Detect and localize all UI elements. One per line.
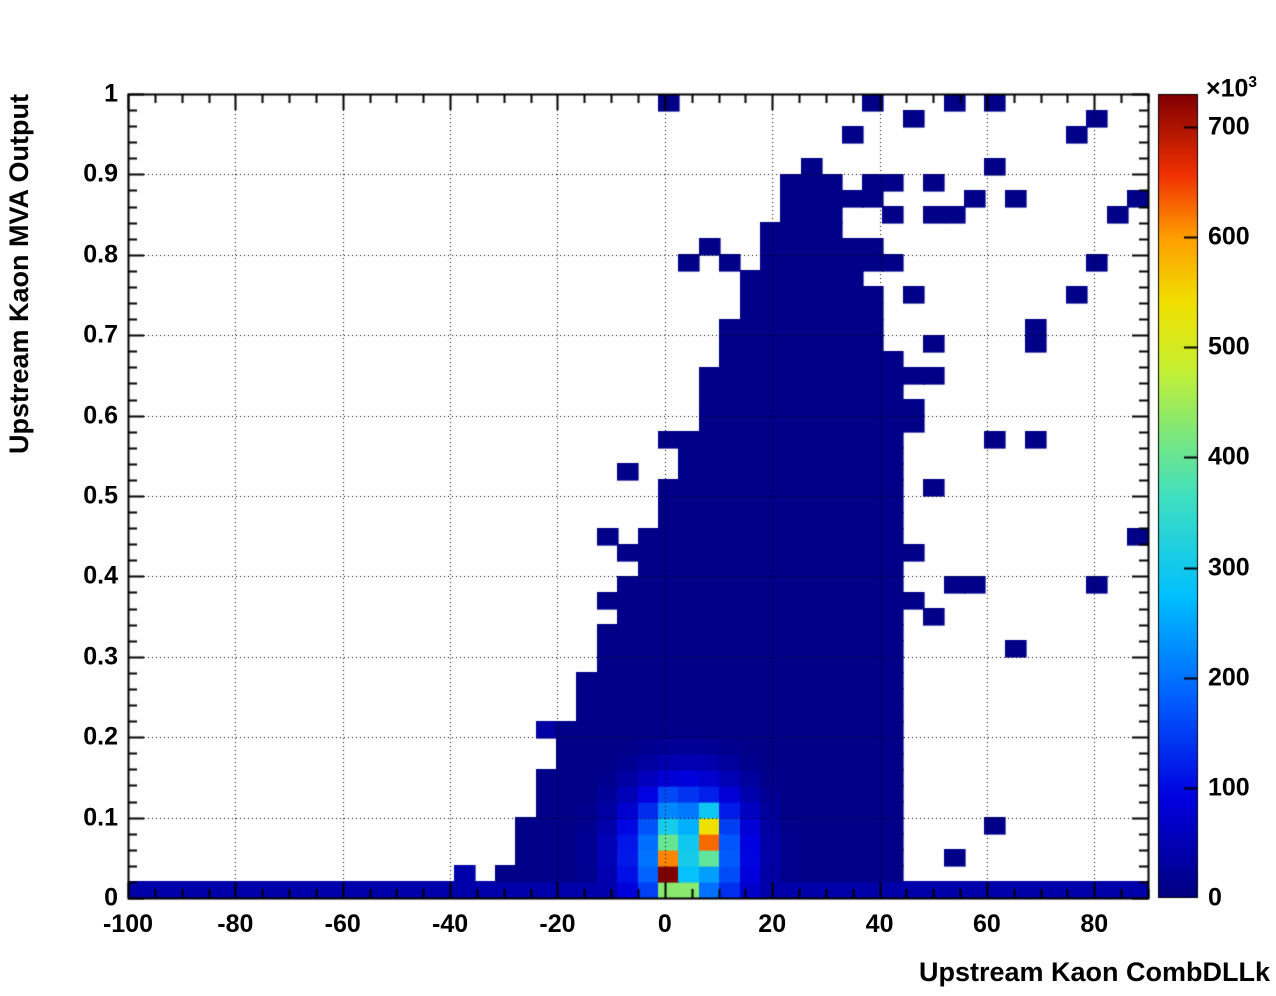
y-tick-label: 0.7 xyxy=(83,320,118,349)
x-tick-label: -100 xyxy=(102,910,154,938)
colorbar-tick-label: 300 xyxy=(1208,553,1250,582)
y-tick-label: 0 xyxy=(104,883,118,912)
y-tick-label: 0.3 xyxy=(83,642,118,671)
colorbar-tick-label: 0 xyxy=(1208,883,1222,912)
colorbar-exponent: ×103 xyxy=(1206,74,1257,103)
x-tick-label: 80 xyxy=(1080,910,1109,938)
colorbar-tick-label: 600 xyxy=(1208,222,1250,251)
x-tick-label: 40 xyxy=(865,910,894,938)
colorbar-exponent-base: ×10 xyxy=(1206,74,1249,103)
x-tick-label: 60 xyxy=(973,910,1001,938)
y-tick-label: 0.4 xyxy=(83,561,118,590)
y-tick-label: 0.1 xyxy=(83,803,118,832)
colorbar-tick-label: 200 xyxy=(1208,663,1250,692)
y-tick-label: 0.2 xyxy=(83,722,118,751)
x-tick-label: 20 xyxy=(758,910,787,938)
x-tick-label: 0 xyxy=(657,910,672,938)
y-tick-label: 0.8 xyxy=(83,240,118,269)
y-tick-label: 0.9 xyxy=(83,159,118,188)
x-axis-title: Upstream Kaon CombDLLk xyxy=(918,957,1270,987)
colorbar-exponent-power: 3 xyxy=(1248,74,1258,91)
x-tick-label: -20 xyxy=(539,910,576,938)
y-tick-label: 1 xyxy=(104,79,118,108)
colorbar-tick-label: 500 xyxy=(1208,332,1250,361)
colorbar-tick-label: 700 xyxy=(1208,112,1250,141)
colorbar-tick-label: 400 xyxy=(1208,442,1250,471)
y-axis-title: Upstream Kaon MVA Output xyxy=(4,94,34,455)
x-tick-label: -40 xyxy=(432,910,469,938)
y-tick-label: 0.6 xyxy=(83,401,118,430)
colorbar-tick-label: 100 xyxy=(1208,773,1250,802)
x-tick-label: -60 xyxy=(324,910,361,938)
x-tick-label: -80 xyxy=(217,910,254,938)
y-tick-label: 0.5 xyxy=(83,481,118,510)
